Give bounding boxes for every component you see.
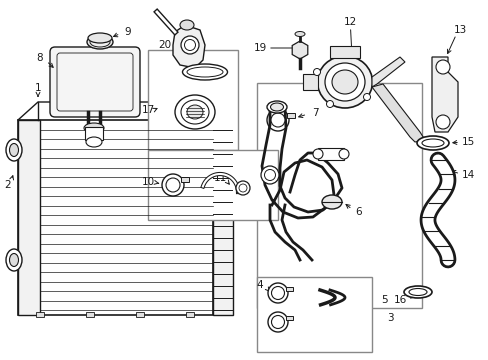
Bar xyxy=(257,277,371,352)
Ellipse shape xyxy=(261,166,279,184)
Ellipse shape xyxy=(338,149,348,159)
Text: 11: 11 xyxy=(213,173,226,183)
Text: 18: 18 xyxy=(185,60,198,70)
Ellipse shape xyxy=(403,286,431,298)
Ellipse shape xyxy=(84,123,104,133)
Ellipse shape xyxy=(90,37,110,47)
Ellipse shape xyxy=(363,94,370,100)
Ellipse shape xyxy=(184,40,195,50)
Text: 7: 7 xyxy=(311,108,318,118)
Ellipse shape xyxy=(180,20,194,30)
Polygon shape xyxy=(371,57,404,87)
Text: 9: 9 xyxy=(124,27,131,37)
Bar xyxy=(286,113,294,118)
Ellipse shape xyxy=(186,105,203,119)
Ellipse shape xyxy=(9,144,19,157)
Text: 5: 5 xyxy=(381,295,387,305)
Ellipse shape xyxy=(321,195,341,209)
Ellipse shape xyxy=(186,67,223,77)
Bar xyxy=(36,312,44,317)
Bar xyxy=(213,120,232,315)
Ellipse shape xyxy=(6,249,22,271)
Bar xyxy=(18,120,40,315)
Ellipse shape xyxy=(266,109,288,131)
Ellipse shape xyxy=(162,174,183,196)
Ellipse shape xyxy=(271,315,284,328)
Ellipse shape xyxy=(9,253,19,266)
Ellipse shape xyxy=(267,312,287,332)
Polygon shape xyxy=(371,84,424,142)
Ellipse shape xyxy=(87,35,113,49)
Ellipse shape xyxy=(266,101,286,113)
Ellipse shape xyxy=(175,95,215,129)
Ellipse shape xyxy=(421,139,443,147)
Bar xyxy=(136,312,143,317)
Bar xyxy=(148,150,278,220)
Bar xyxy=(329,46,359,58)
Ellipse shape xyxy=(270,113,285,127)
Bar xyxy=(18,120,213,315)
Text: 20: 20 xyxy=(158,40,171,50)
FancyBboxPatch shape xyxy=(50,47,140,117)
Ellipse shape xyxy=(416,136,448,150)
Text: 17: 17 xyxy=(141,105,154,115)
Ellipse shape xyxy=(181,100,208,124)
Ellipse shape xyxy=(236,181,249,195)
Text: 15: 15 xyxy=(461,137,474,147)
Text: 16: 16 xyxy=(392,295,406,305)
Bar xyxy=(285,316,292,320)
Ellipse shape xyxy=(313,68,320,76)
Ellipse shape xyxy=(331,70,357,94)
Polygon shape xyxy=(431,57,457,132)
Text: 14: 14 xyxy=(461,170,474,180)
Ellipse shape xyxy=(435,60,449,74)
Bar xyxy=(148,50,238,150)
Ellipse shape xyxy=(267,283,287,303)
Bar xyxy=(317,148,343,160)
Ellipse shape xyxy=(326,100,333,108)
Ellipse shape xyxy=(182,64,227,80)
Ellipse shape xyxy=(270,103,283,111)
Text: 10: 10 xyxy=(141,177,154,187)
Ellipse shape xyxy=(312,149,323,159)
Bar xyxy=(181,177,189,182)
Text: 13: 13 xyxy=(452,25,466,35)
Text: 19: 19 xyxy=(253,43,266,53)
Text: 2: 2 xyxy=(5,180,11,190)
Ellipse shape xyxy=(86,137,102,147)
Text: 1: 1 xyxy=(35,83,41,93)
Bar xyxy=(285,287,292,291)
Bar xyxy=(85,127,103,140)
Bar xyxy=(185,312,194,317)
Text: 8: 8 xyxy=(37,53,43,63)
Ellipse shape xyxy=(239,184,246,192)
Ellipse shape xyxy=(165,178,180,192)
Text: 12: 12 xyxy=(343,17,356,27)
Bar xyxy=(303,74,317,90)
Ellipse shape xyxy=(317,56,372,108)
Bar xyxy=(86,312,94,317)
Ellipse shape xyxy=(325,63,364,101)
Ellipse shape xyxy=(6,139,22,161)
Polygon shape xyxy=(173,25,204,68)
Ellipse shape xyxy=(271,287,284,300)
Ellipse shape xyxy=(408,288,426,296)
Bar xyxy=(257,83,421,308)
Ellipse shape xyxy=(264,170,275,180)
Text: 6: 6 xyxy=(355,207,362,217)
Text: 3: 3 xyxy=(386,313,392,323)
Ellipse shape xyxy=(435,115,449,129)
Ellipse shape xyxy=(294,31,305,36)
Ellipse shape xyxy=(88,33,112,43)
Ellipse shape xyxy=(181,36,199,54)
Text: 4: 4 xyxy=(256,280,263,290)
